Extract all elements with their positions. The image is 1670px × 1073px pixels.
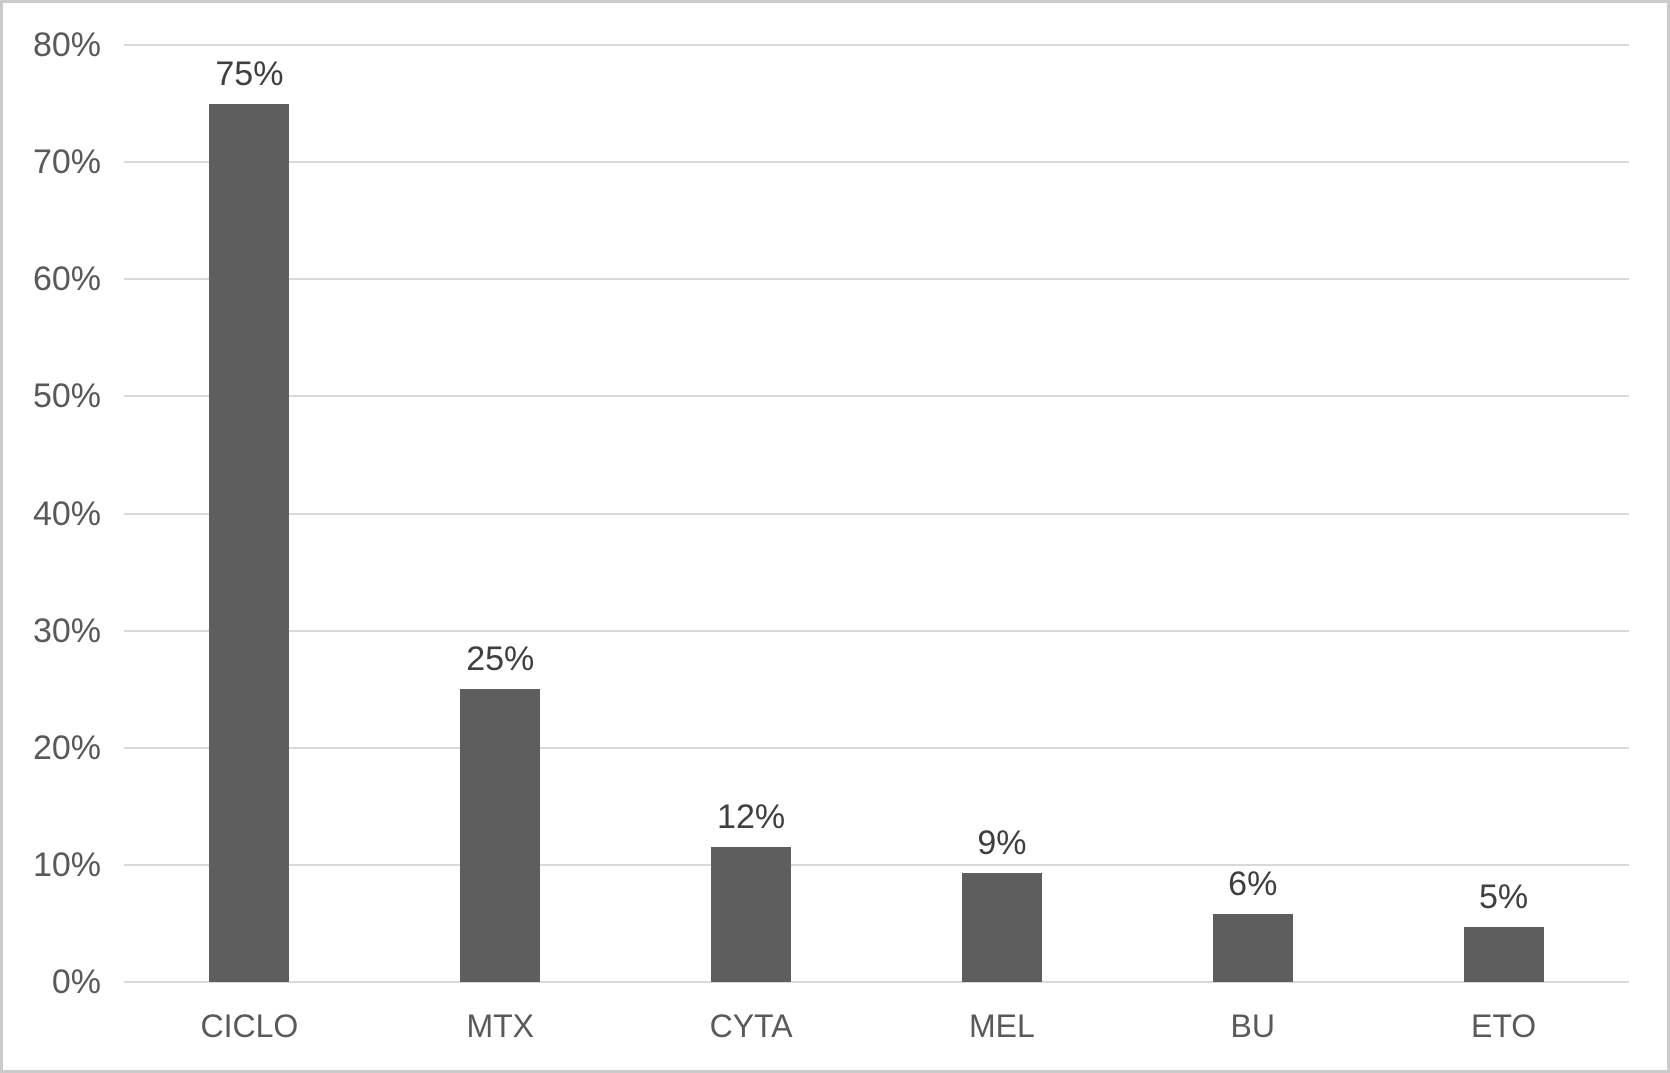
gridline-60% bbox=[124, 278, 1629, 281]
bar-bu bbox=[1212, 914, 1293, 982]
y-tick-label: 20% bbox=[32, 728, 101, 767]
bar-ciclo bbox=[209, 103, 290, 982]
gridline-20% bbox=[124, 746, 1629, 749]
x-tick-label-bu: BU bbox=[1230, 1008, 1275, 1044]
y-tick-label: 80% bbox=[32, 26, 101, 64]
bar-cyta bbox=[711, 847, 792, 982]
gridline-80% bbox=[124, 44, 1629, 46]
gridline-70% bbox=[124, 161, 1629, 164]
gridline-50% bbox=[124, 395, 1629, 398]
data-label-ciclo: 75% bbox=[215, 54, 284, 93]
x-tick-label-mtx: MTX bbox=[466, 1008, 535, 1044]
data-label-bu: 6% bbox=[1228, 865, 1278, 904]
x-tick-label-ciclo: CICLO bbox=[200, 1008, 299, 1044]
y-tick-label: 10% bbox=[32, 845, 101, 884]
bar-mel bbox=[961, 873, 1042, 982]
bar-mtx bbox=[460, 689, 541, 982]
data-label-cyta: 12% bbox=[717, 798, 786, 837]
plot-area bbox=[124, 44, 1629, 983]
x-tick-label-eto: ETO bbox=[1470, 1008, 1537, 1044]
gridline-40% bbox=[124, 512, 1629, 515]
data-label-mtx: 25% bbox=[466, 640, 535, 679]
y-tick-label: 30% bbox=[32, 611, 101, 650]
gridline-30% bbox=[124, 629, 1629, 632]
y-tick-label: 60% bbox=[32, 260, 101, 299]
data-label-eto: 5% bbox=[1479, 877, 1529, 916]
gridline-0% bbox=[124, 981, 1629, 983]
y-tick-label: 70% bbox=[32, 143, 101, 182]
gridline-10% bbox=[124, 863, 1629, 866]
x-tick-label-mel: MEL bbox=[969, 1008, 1035, 1044]
data-label-mel: 9% bbox=[977, 824, 1027, 863]
y-tick-label: 0% bbox=[51, 963, 101, 1001]
y-tick-label: 50% bbox=[32, 377, 101, 416]
x-tick-label-cyta: CYTA bbox=[709, 1008, 793, 1044]
y-tick-label: 40% bbox=[32, 494, 101, 533]
bar-eto bbox=[1463, 926, 1544, 982]
